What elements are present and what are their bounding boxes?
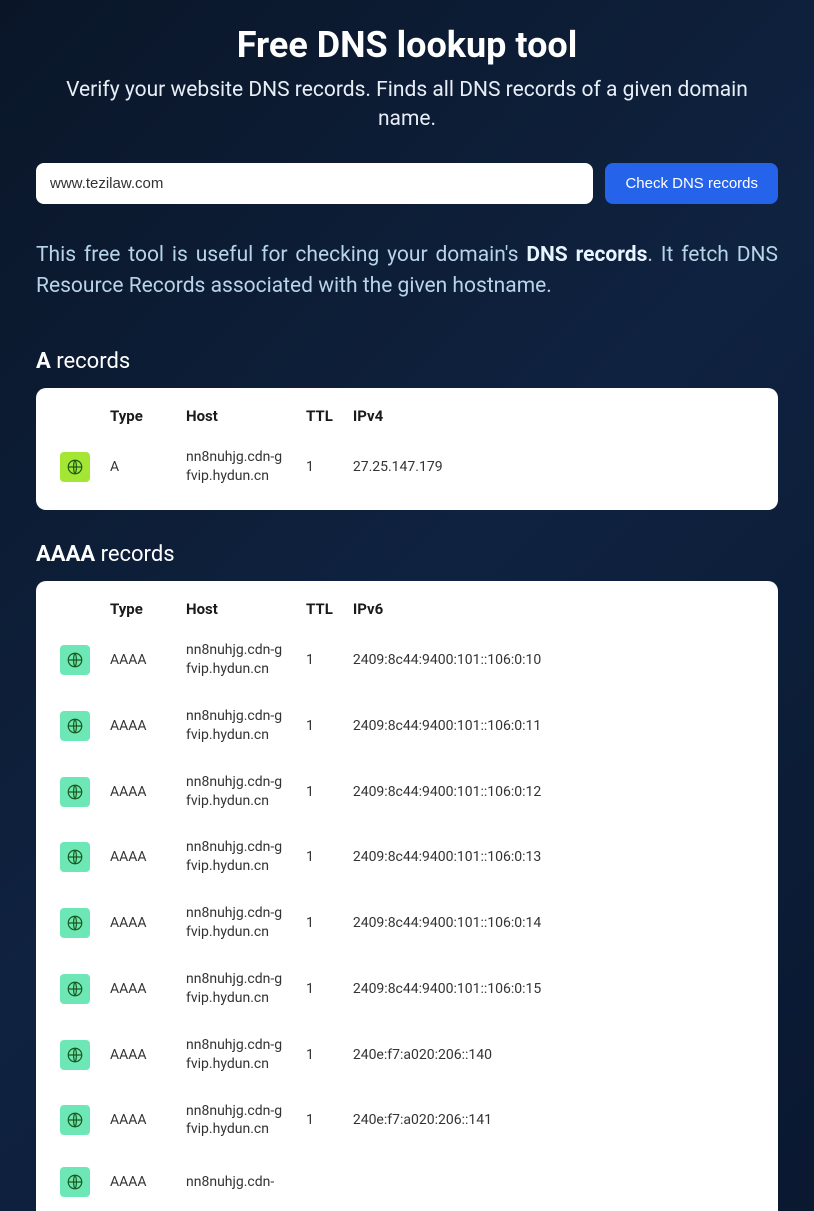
record-host: nn8nuhjg.cdn-gfvip.hydun.cn: [176, 693, 296, 759]
col-host: Host: [176, 591, 296, 627]
globe-icon: [60, 1040, 90, 1070]
col-ttl: TTL: [296, 398, 343, 434]
globe-icon: [60, 645, 90, 675]
record-host: nn8nuhjg.cdn-gfvip.hydun.cn: [176, 759, 296, 825]
record-ttl: 1: [296, 434, 343, 500]
record-host: nn8nuhjg.cdn-gfvip.hydun.cn: [176, 890, 296, 956]
tool-description: This free tool is useful for checking yo…: [36, 240, 778, 303]
search-row: Check DNS records: [36, 163, 778, 204]
globe-icon: [60, 452, 90, 482]
record-ttl: 1: [296, 824, 343, 890]
record-type: A: [100, 434, 176, 500]
page-subtitle: Verify your website DNS records. Finds a…: [36, 76, 778, 135]
check-dns-button[interactable]: Check DNS records: [605, 163, 778, 204]
table-row: AAAAnn8nuhjg.cdn-gfvip.hydun.cn12409:8c4…: [50, 759, 764, 825]
record-value: 27.25.147.179: [343, 434, 764, 500]
table-row: AAAAnn8nuhjg.cdn-gfvip.hydun.cn12409:8c4…: [50, 693, 764, 759]
record-value: [343, 1153, 764, 1211]
globe-icon: [60, 974, 90, 1004]
col-type: Type: [100, 591, 176, 627]
col-value: IPv4: [343, 398, 764, 434]
record-value: 2409:8c44:9400:101::106:0:15: [343, 956, 764, 1022]
record-host: nn8nuhjg.cdn-gfvip.hydun.cn: [176, 824, 296, 890]
record-type: AAAA: [100, 759, 176, 825]
a-records-heading: A records: [36, 349, 778, 374]
globe-icon: [60, 842, 90, 872]
record-value: 240e:f7:a020:206::141: [343, 1088, 764, 1154]
a-records-card: Type Host TTL IPv4 Ann8nuhjg.cdn-gfvip.h…: [36, 388, 778, 510]
record-host: nn8nuhjg.cdn-: [176, 1153, 296, 1211]
globe-icon: [60, 777, 90, 807]
globe-icon: [60, 1167, 90, 1197]
record-ttl: 1: [296, 693, 343, 759]
table-row: AAAAnn8nuhjg.cdn-gfvip.hydun.cn1240e:f7:…: [50, 1022, 764, 1088]
record-type: AAAA: [100, 956, 176, 1022]
col-icon: [50, 398, 100, 434]
record-ttl: 1: [296, 1022, 343, 1088]
aaaa-records-heading: AAAA records: [36, 542, 778, 567]
table-row: AAAAnn8nuhjg.cdn-gfvip.hydun.cn1240e:f7:…: [50, 1088, 764, 1154]
table-row: AAAAnn8nuhjg.cdn-: [50, 1153, 764, 1211]
record-value: 240e:f7:a020:206::140: [343, 1022, 764, 1088]
record-value: 2409:8c44:9400:101::106:0:11: [343, 693, 764, 759]
record-type: AAAA: [100, 1022, 176, 1088]
table-row: AAAAnn8nuhjg.cdn-gfvip.hydun.cn12409:8c4…: [50, 627, 764, 693]
record-ttl: 1: [296, 890, 343, 956]
globe-icon: [60, 908, 90, 938]
record-type: AAAA: [100, 824, 176, 890]
record-ttl: 1: [296, 1088, 343, 1154]
a-heading-bold: A: [36, 349, 51, 374]
record-ttl: [296, 1153, 343, 1211]
record-type: AAAA: [100, 1153, 176, 1211]
aaaa-heading-rest: records: [95, 542, 174, 567]
domain-input[interactable]: [36, 163, 593, 204]
record-value: 2409:8c44:9400:101::106:0:12: [343, 759, 764, 825]
col-value: IPv6: [343, 591, 764, 627]
record-type: AAAA: [100, 890, 176, 956]
description-bold: DNS records: [526, 243, 647, 267]
globe-icon: [60, 711, 90, 741]
page-title: Free DNS lookup tool: [36, 24, 778, 66]
record-type: AAAA: [100, 1088, 176, 1154]
aaaa-records-table: Type Host TTL IPv6 AAAAnn8nuhjg.cdn-gfvi…: [50, 591, 764, 1211]
table-row: AAAAnn8nuhjg.cdn-gfvip.hydun.cn12409:8c4…: [50, 824, 764, 890]
record-host: nn8nuhjg.cdn-gfvip.hydun.cn: [176, 956, 296, 1022]
record-host: nn8nuhjg.cdn-gfvip.hydun.cn: [176, 627, 296, 693]
globe-icon: [60, 1105, 90, 1135]
aaaa-records-card: Type Host TTL IPv6 AAAAnn8nuhjg.cdn-gfvi…: [36, 581, 778, 1211]
record-value: 2409:8c44:9400:101::106:0:13: [343, 824, 764, 890]
record-host: nn8nuhjg.cdn-gfvip.hydun.cn: [176, 1088, 296, 1154]
col-host: Host: [176, 398, 296, 434]
record-ttl: 1: [296, 627, 343, 693]
record-ttl: 1: [296, 956, 343, 1022]
record-value: 2409:8c44:9400:101::106:0:10: [343, 627, 764, 693]
record-host: nn8nuhjg.cdn-gfvip.hydun.cn: [176, 1022, 296, 1088]
record-ttl: 1: [296, 759, 343, 825]
record-value: 2409:8c44:9400:101::106:0:14: [343, 890, 764, 956]
col-type: Type: [100, 398, 176, 434]
record-type: AAAA: [100, 693, 176, 759]
table-row: AAAAnn8nuhjg.cdn-gfvip.hydun.cn12409:8c4…: [50, 956, 764, 1022]
a-heading-rest: records: [51, 349, 130, 374]
col-ttl: TTL: [296, 591, 343, 627]
record-type: AAAA: [100, 627, 176, 693]
col-icon: [50, 591, 100, 627]
record-host: nn8nuhjg.cdn-gfvip.hydun.cn: [176, 434, 296, 500]
aaaa-heading-bold: AAAA: [36, 542, 95, 567]
a-records-table: Type Host TTL IPv4 Ann8nuhjg.cdn-gfvip.h…: [50, 398, 764, 500]
table-row: AAAAnn8nuhjg.cdn-gfvip.hydun.cn12409:8c4…: [50, 890, 764, 956]
description-prefix: This free tool is useful for checking yo…: [36, 243, 526, 267]
table-row: Ann8nuhjg.cdn-gfvip.hydun.cn127.25.147.1…: [50, 434, 764, 500]
